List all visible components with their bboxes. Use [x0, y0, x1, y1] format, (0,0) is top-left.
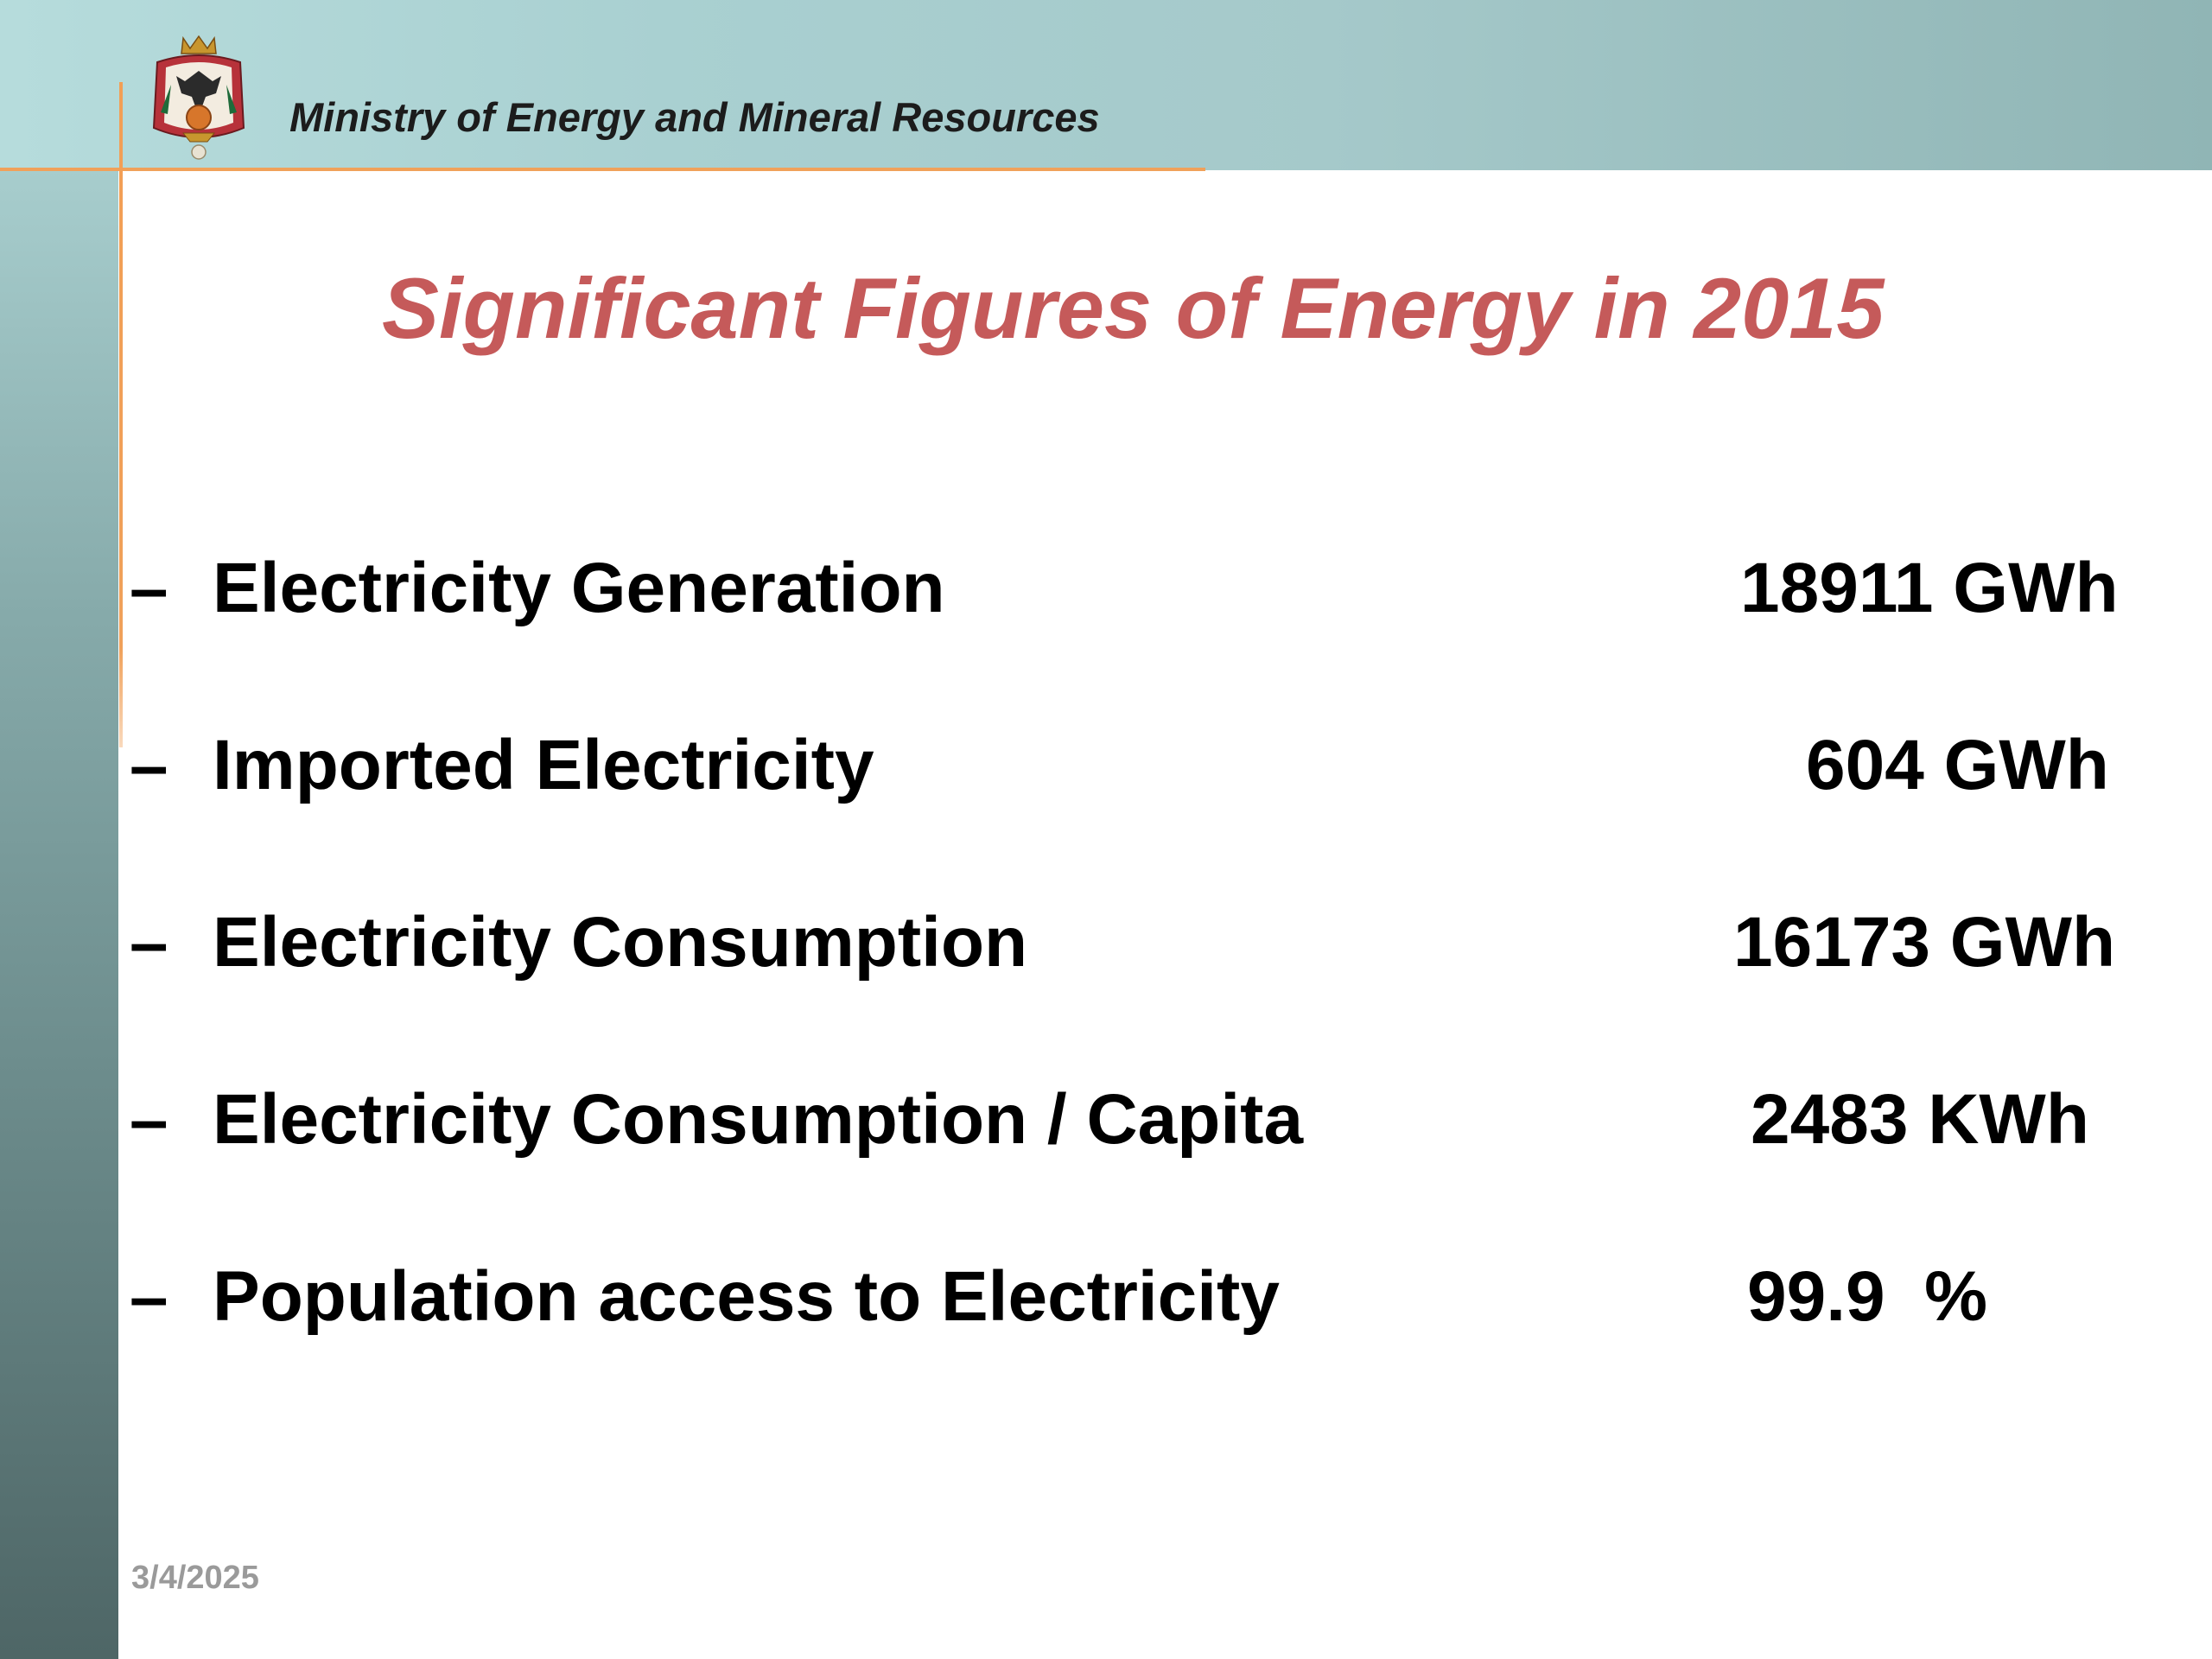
figure-value: 16173 GWh — [1733, 903, 2116, 982]
figure-value: 2483 KWh — [1751, 1080, 2089, 1159]
bullet-dash: – — [130, 1258, 168, 1335]
bullet-dash: – — [130, 550, 168, 626]
figure-value: 604 GWh — [1806, 726, 2109, 804]
figure-row-consumption-per-capita: – Electricity Consumption / Capita 2483 … — [130, 1072, 2134, 1167]
left-side-band — [0, 170, 118, 1659]
figure-label: Population access to Electricity — [213, 1257, 1280, 1336]
header-band — [0, 0, 2212, 170]
bullet-dash: – — [130, 1081, 168, 1158]
figure-label: Electricity Generation — [213, 549, 945, 627]
content-panel — [118, 170, 2212, 1659]
figure-row-electricity-consumption: – Electricity Consumption 16173 GWh — [130, 895, 2134, 990]
slide-title: Significant Figures of Energy in 2015 — [382, 260, 1885, 356]
figure-label: Imported Electricity — [213, 726, 874, 804]
figure-row-population-access: – Population access to Electricity 99.9 … — [130, 1249, 2134, 1344]
figure-value: 99.9 % — [1747, 1257, 1988, 1336]
coat-of-arms-emblem-icon — [152, 35, 245, 160]
figure-row-electricity-generation: – Electricity Generation 18911 GWh — [130, 541, 2134, 636]
header-divider-line — [0, 168, 1205, 171]
ministry-name: Ministry of Energy and Mineral Resources — [289, 94, 1100, 140]
figure-label: Electricity Consumption — [213, 903, 1028, 982]
figure-label: Electricity Consumption / Capita — [213, 1080, 1304, 1159]
side-accent-line — [119, 82, 123, 747]
bullet-dash: – — [130, 727, 168, 804]
bullet-dash: – — [130, 904, 168, 981]
figure-value: 18911 GWh — [1740, 549, 2119, 627]
slide-date: 3/4/2025 — [131, 1560, 259, 1596]
figure-row-imported-electricity: – Imported Electricity 604 GWh — [130, 718, 2134, 813]
